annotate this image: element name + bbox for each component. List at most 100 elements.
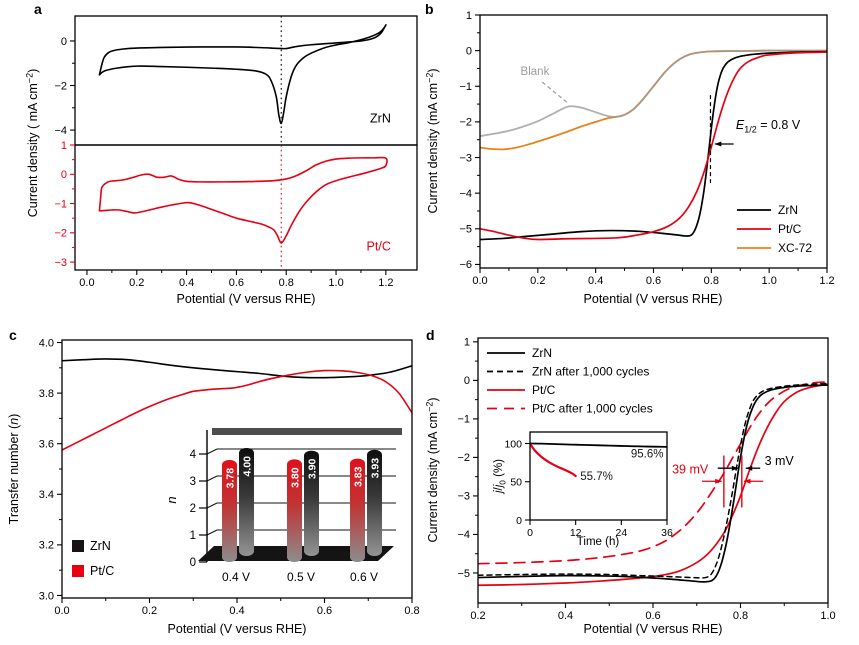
a-top-series-group	[98, 24, 387, 125]
c-xtick-label: 0.2	[142, 605, 157, 617]
d-legend-label-0: ZrN	[532, 346, 552, 360]
a-bottom-ylabel: Current density ( mA cm−2)	[25, 69, 41, 218]
bar-ptc-0	[222, 459, 237, 562]
a-bottom-xtick-label: 0.0	[79, 277, 94, 289]
inset-grid-diag	[206, 475, 218, 482]
inset-ytick-label: 2	[190, 503, 196, 515]
d-series-ZrN-after	[478, 382, 828, 579]
b-ytick-label: −5	[459, 224, 472, 236]
d-ytick-label: 1	[464, 337, 470, 349]
c-ytick-label: 3.0	[39, 590, 54, 602]
d-arrow-4	[744, 478, 751, 484]
a-bottom-ytick-label: 0	[61, 169, 67, 181]
b-ytick-label: −2	[459, 117, 472, 129]
chart-d-inset: 95.6% 55.7% 0 12 24 36 100 50 0 Time (h) j/j0 (%)	[493, 431, 673, 548]
d-arrow-5	[731, 465, 739, 471]
chart-d: 39 mV 3 mV 0.2 0.4 0.6 0.8 1.0 1 0 −1 −2 −3 −4 −5 Pote…	[425, 337, 836, 636]
bar-zrn-1	[304, 450, 319, 556]
b-xtick-label: 1.0	[762, 275, 777, 287]
a-bottom-xtick-label: 0.6	[229, 277, 244, 289]
c-legend-label-1: Pt/C	[90, 564, 114, 578]
inset-cat-label-1: 0.5 V	[287, 570, 315, 584]
d-inset-spines	[529, 431, 668, 521]
c-xtick-label: 0.6	[317, 605, 332, 617]
b-ytick-label: −3	[459, 152, 472, 164]
inset-cat-label-0: 0.4 V	[222, 570, 250, 584]
inset-ytick-label: 0	[190, 557, 196, 569]
c-ytick-label: 3.4	[39, 489, 54, 501]
c-legend-swatch-0	[72, 540, 84, 552]
c-legend-swatch-1	[72, 565, 84, 577]
inset-ytick-label: 4	[190, 449, 197, 461]
b-xtick-label: 0.8	[704, 275, 719, 287]
a-bottom-xtick-label: 0.4	[179, 277, 194, 289]
a-bottom-anntext-1: Pt/C	[367, 239, 391, 253]
a-bottom-ytick-label: −3	[54, 257, 67, 269]
d-inset-ytick-label: 0	[516, 515, 522, 527]
panel-label-b: b	[425, 1, 434, 17]
d-legend-label-1: ZrN after 1,000 cycles	[532, 365, 649, 379]
panel-label-a: a	[34, 1, 42, 17]
d-series-PtC	[478, 383, 828, 587]
a-bottom-xlabel: Potential (V versus RHE)	[177, 292, 316, 306]
inset-cat-label-2: 0.6 V	[350, 570, 378, 584]
chart-c-inset: 0 1 2 3 4 4.00 3.78 0.4 V 3.90 3.80 0.5 V 3.93 3.83 0…	[164, 428, 402, 584]
d-xtick-label: 0.6	[645, 610, 660, 622]
b-xtick-label: 0.4	[588, 275, 603, 287]
a-bottom-xtick-label: 0.8	[279, 277, 294, 289]
a-bottom-ytick-label: 1	[61, 140, 67, 152]
b-xtick-label: 0.0	[472, 275, 487, 287]
b-legend-label-1: Pt/C	[778, 222, 802, 236]
c-xlabel: Potential (V versus RHE)	[168, 622, 307, 636]
b-anntext-3: E1/2 = 0.8 V	[736, 118, 801, 135]
d-arrow-6	[745, 465, 753, 471]
a-top-series-ZrN-CV	[98, 24, 387, 125]
inset-top-strip	[212, 428, 402, 435]
d-inset-ytick-label: 50	[510, 477, 522, 489]
a-bottom-xtick-label: 0.2	[129, 277, 144, 289]
c-ytick-label: 3.6	[39, 439, 54, 451]
inset-n-label: n	[164, 496, 179, 503]
b-anntext-0: Blank	[521, 66, 550, 78]
b-ylabel: Current density (mA cm−2)	[425, 68, 441, 213]
a-bottom-series-group	[98, 156, 388, 244]
b-series-group	[480, 49, 827, 241]
a-bottom-ytick-label: −2	[54, 228, 67, 240]
d-inset-ytick-label: 100	[504, 438, 522, 450]
a-bottom-spines	[74, 144, 418, 271]
c-series-ZrN	[62, 358, 412, 379]
bar-ptc-value-0: 3.78	[224, 468, 236, 489]
bar-ptc-value-1: 3.80	[289, 467, 301, 488]
bar-ptc-2	[350, 458, 365, 562]
b-legend-label-2: XC-72	[778, 241, 812, 255]
a-top-ytick-label: −4	[54, 125, 67, 137]
b-arrow-4	[714, 141, 722, 147]
c-xtick-label: 0.8	[404, 605, 419, 617]
a-bottom-xtick-label: 1.0	[328, 277, 343, 289]
b-annline-1	[541, 81, 569, 104]
d-inset-xtick-label: 0	[527, 527, 533, 539]
d-xlabel: Potential (V versus RHE)	[584, 622, 723, 636]
inset-grid-diag	[206, 502, 218, 509]
d-ytick-label: 0	[464, 375, 470, 387]
d-ytick-label: −4	[457, 529, 470, 541]
a-bottom-series-PtC-CV	[98, 156, 388, 244]
d-ytick-label: −2	[457, 452, 470, 464]
b-legend-label-0: ZrN	[778, 203, 798, 217]
b-xtick-label: 0.6	[646, 275, 661, 287]
b-ytick-label: 1	[466, 10, 472, 22]
d-xtick-label: 0.8	[733, 610, 748, 622]
d-inset-xlabel: Time (h)	[577, 536, 620, 548]
bar-zrn-value-2: 3.93	[369, 458, 381, 479]
inset-grid-diag	[206, 448, 218, 455]
d-xtick-label: 0.4	[558, 610, 573, 622]
b-ytick-label: −6	[459, 259, 472, 271]
d-xtick-label: 1.0	[820, 610, 835, 622]
bar-zrn-0	[239, 448, 254, 556]
b-series-ZrN	[480, 50, 827, 241]
a-top-anntext-1: ZrN	[370, 111, 391, 125]
c-ytick-label: 3.8	[39, 388, 54, 400]
chart-c: 0.0 0.2 0.4 0.6 0.8 4.0 3.8 3.6 3.4 3.2 3.0 Potenti…	[7, 337, 420, 636]
b-xtick-label: 0.2	[530, 275, 545, 287]
